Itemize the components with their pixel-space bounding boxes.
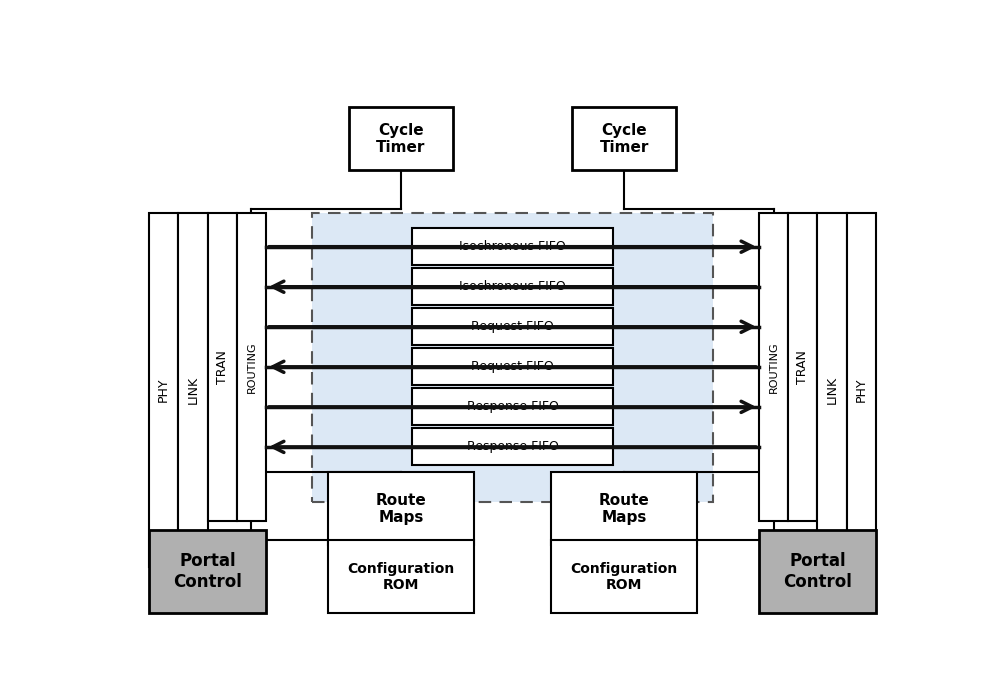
Text: Portal
Control: Portal Control bbox=[783, 552, 852, 591]
Bar bbox=[237, 213, 266, 521]
Text: Request FIFO: Request FIFO bbox=[471, 360, 554, 373]
Bar bbox=[412, 228, 613, 265]
Text: PHY: PHY bbox=[157, 378, 170, 402]
Bar bbox=[349, 107, 453, 170]
Text: Cycle
Timer: Cycle Timer bbox=[376, 123, 426, 155]
Text: Isochronous FIFO: Isochronous FIFO bbox=[459, 280, 566, 294]
Text: Cycle
Timer: Cycle Timer bbox=[599, 123, 649, 155]
Text: ROUTING: ROUTING bbox=[246, 341, 256, 393]
Bar bbox=[759, 213, 788, 521]
Text: TRAN: TRAN bbox=[216, 350, 229, 384]
Text: Portal
Control: Portal Control bbox=[173, 552, 242, 591]
Text: LINK: LINK bbox=[186, 376, 199, 404]
Bar bbox=[178, 213, 208, 567]
Bar bbox=[412, 429, 613, 465]
Text: PHY: PHY bbox=[855, 378, 868, 402]
Text: Request FIFO: Request FIFO bbox=[471, 320, 554, 333]
Bar bbox=[149, 213, 178, 567]
Bar bbox=[412, 349, 613, 385]
Text: Response FIFO: Response FIFO bbox=[467, 440, 558, 453]
Text: Isochronous FIFO: Isochronous FIFO bbox=[459, 240, 566, 253]
Bar bbox=[551, 472, 697, 546]
Bar bbox=[759, 530, 876, 613]
Bar bbox=[312, 213, 713, 502]
Bar bbox=[817, 213, 847, 567]
Bar bbox=[412, 308, 613, 345]
Bar bbox=[208, 213, 237, 521]
Text: Configuration
ROM: Configuration ROM bbox=[347, 562, 454, 592]
Bar bbox=[412, 268, 613, 305]
Bar bbox=[788, 213, 817, 521]
Text: TRAN: TRAN bbox=[796, 350, 809, 384]
Bar bbox=[149, 530, 266, 613]
Text: Configuration
ROM: Configuration ROM bbox=[571, 562, 678, 592]
Text: Route
Maps: Route Maps bbox=[599, 493, 650, 525]
Text: Response FIFO: Response FIFO bbox=[467, 400, 558, 413]
Bar bbox=[551, 540, 697, 613]
Text: ROUTING: ROUTING bbox=[769, 341, 779, 393]
Text: LINK: LINK bbox=[826, 376, 839, 404]
Bar bbox=[412, 389, 613, 425]
Bar bbox=[328, 540, 474, 613]
Text: Route
Maps: Route Maps bbox=[375, 493, 426, 525]
Bar bbox=[328, 472, 474, 546]
Bar bbox=[847, 213, 876, 567]
Bar bbox=[572, 107, 676, 170]
